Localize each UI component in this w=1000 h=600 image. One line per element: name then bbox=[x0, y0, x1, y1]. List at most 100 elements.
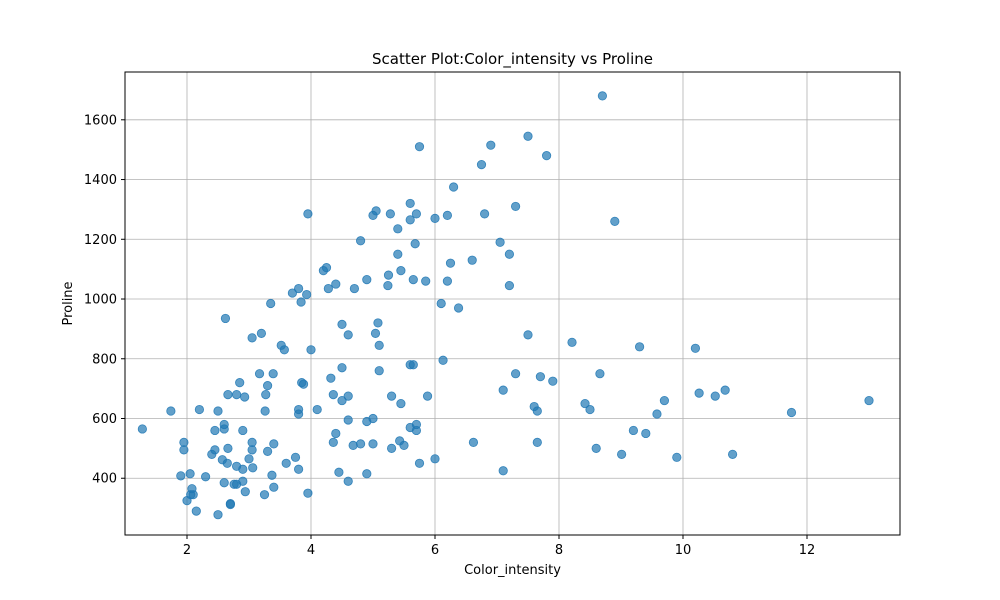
scatter-point bbox=[567, 337, 577, 347]
data-points bbox=[137, 91, 874, 520]
scatter-point bbox=[445, 258, 456, 268]
scatter-point bbox=[323, 283, 333, 294]
scatter-point bbox=[442, 276, 452, 286]
scatter-point bbox=[523, 330, 533, 340]
scatter-point bbox=[634, 342, 645, 352]
scatter-point bbox=[343, 476, 353, 486]
scatter-point bbox=[219, 419, 229, 430]
scatter-point bbox=[396, 398, 406, 409]
scatter-point bbox=[240, 487, 250, 497]
scatter-point bbox=[548, 376, 558, 386]
scatter-point bbox=[247, 333, 257, 343]
scatter-point bbox=[293, 283, 304, 294]
scatter-point bbox=[510, 369, 521, 379]
scatter-point bbox=[355, 236, 366, 246]
scatter-point bbox=[248, 463, 258, 473]
scatter-point bbox=[337, 319, 347, 330]
scatter-point bbox=[331, 428, 341, 439]
scatter-point bbox=[306, 345, 316, 355]
scatter-point bbox=[727, 449, 738, 459]
scatter-point bbox=[585, 404, 595, 415]
scatter-point bbox=[436, 298, 446, 309]
scatter-point bbox=[269, 439, 279, 449]
scatter-point bbox=[238, 425, 248, 436]
scatter-point bbox=[371, 206, 381, 216]
scatter-point bbox=[343, 330, 353, 340]
scatter-point bbox=[259, 490, 270, 500]
y-axis-label: Proline bbox=[61, 281, 76, 325]
scatter-point bbox=[240, 392, 250, 402]
scatter-point bbox=[386, 443, 397, 453]
scatter-point bbox=[374, 366, 384, 376]
scatter-point bbox=[479, 209, 490, 219]
x-tick-label: 2 bbox=[183, 543, 191, 558]
scatter-point bbox=[362, 469, 372, 479]
scatter-point bbox=[373, 318, 383, 328]
scatter-point bbox=[296, 297, 306, 307]
x-axis-label: Color_intensity bbox=[464, 563, 561, 578]
scatter-point bbox=[368, 439, 378, 449]
scatter-point bbox=[293, 464, 304, 474]
scatter-point bbox=[176, 471, 186, 481]
y-tick-label: 1400 bbox=[84, 173, 117, 188]
x-tick-label: 8 bbox=[555, 543, 563, 558]
scatter-point bbox=[137, 424, 147, 434]
scatter-point bbox=[326, 373, 336, 383]
scatter-point bbox=[659, 395, 670, 406]
scatter-point bbox=[422, 391, 433, 401]
scatter-point bbox=[652, 409, 662, 419]
scatter-point bbox=[408, 360, 418, 370]
scatter-point bbox=[238, 464, 248, 474]
scatter-point bbox=[349, 283, 359, 294]
scatter-point bbox=[298, 379, 309, 389]
scatter-point bbox=[591, 443, 601, 453]
scatter-point bbox=[293, 409, 304, 419]
scatter-point bbox=[510, 201, 521, 212]
scatter-point bbox=[321, 263, 332, 273]
scatter-point bbox=[267, 470, 277, 480]
scatter-point bbox=[232, 390, 242, 400]
scatter-point bbox=[262, 381, 273, 391]
scatter-point bbox=[442, 210, 452, 220]
scatter-point bbox=[370, 328, 381, 338]
x-tick-label: 10 bbox=[675, 543, 692, 558]
scatter-point bbox=[191, 506, 201, 516]
scatter-point bbox=[223, 443, 233, 453]
scatter-point bbox=[262, 446, 273, 456]
scatter-point bbox=[414, 142, 425, 152]
scatter-point bbox=[541, 151, 552, 161]
scatter-point bbox=[694, 388, 704, 398]
scatter-point bbox=[430, 213, 440, 223]
scatter-point bbox=[396, 266, 406, 276]
scatter-point bbox=[498, 385, 508, 395]
scatter-point bbox=[430, 454, 440, 464]
scatter-point bbox=[580, 398, 590, 409]
scatter-point bbox=[597, 91, 608, 101]
scatter-point bbox=[535, 372, 546, 382]
scatter-point bbox=[247, 437, 257, 447]
scatter-point bbox=[268, 369, 278, 379]
scatter-point bbox=[786, 407, 797, 418]
scatter-point bbox=[287, 288, 297, 298]
x-tick-label: 4 bbox=[307, 543, 315, 558]
x-tick-label: 6 bbox=[431, 543, 439, 558]
scatter-point bbox=[405, 198, 415, 209]
scatter-point bbox=[393, 249, 403, 259]
scatter-point bbox=[225, 499, 235, 510]
scatter-point bbox=[408, 275, 418, 285]
scatter-point bbox=[348, 440, 358, 450]
scatter-point bbox=[223, 390, 233, 400]
scatter-point bbox=[331, 279, 341, 289]
scatter-point bbox=[532, 406, 542, 416]
scatter-point bbox=[328, 437, 338, 447]
scatter-point bbox=[386, 391, 397, 401]
scatter-point bbox=[467, 255, 477, 265]
scatter-point bbox=[238, 476, 248, 486]
scatter-point bbox=[343, 391, 353, 401]
scatter-point bbox=[617, 449, 627, 459]
scatter-point bbox=[312, 404, 322, 415]
scatter-point bbox=[411, 419, 421, 430]
scatter-point bbox=[720, 385, 730, 395]
scatter-point bbox=[266, 298, 276, 309]
scatter-point bbox=[343, 415, 353, 425]
